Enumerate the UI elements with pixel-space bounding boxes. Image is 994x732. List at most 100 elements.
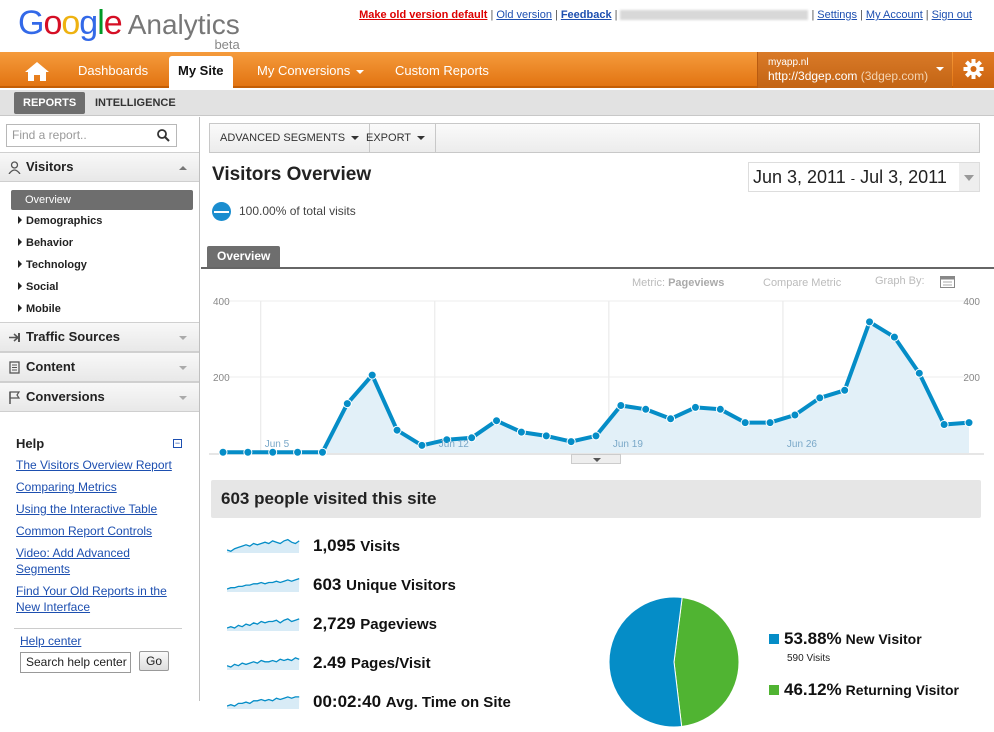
compare-metric[interactable]: Compare Metric [763,277,842,289]
nav-custom-reports[interactable]: Custom Reports [395,63,489,78]
sidebar-section-content[interactable]: Content [0,352,199,382]
data-point[interactable] [914,368,924,378]
stat-value: 2.49 Pages/Visit [313,653,431,673]
data-point[interactable] [666,414,676,424]
feedback-link[interactable]: Feedback [560,9,612,21]
separator: | [811,9,815,21]
settings-gear-button[interactable] [953,52,994,88]
visitor-type-pie [608,596,740,728]
google-analytics-logo[interactable]: Google Analytics beta [18,4,240,52]
data-point[interactable] [392,425,402,435]
make-old-default-link[interactable]: Make old version default [359,9,488,21]
data-point[interactable] [293,447,303,457]
nav-my-site[interactable]: My Site [169,56,233,90]
stat-number: 2,729 [313,614,356,633]
data-point[interactable] [243,447,253,457]
data-point[interactable] [218,447,228,457]
sidebar-item-demographics[interactable]: Demographics [18,215,102,227]
data-point[interactable] [790,410,800,420]
sidebar-section-conversions[interactable]: Conversions [0,382,199,412]
data-point[interactable] [740,418,750,428]
sidebar-section-visitors[interactable]: Visitors [0,152,199,182]
help-link[interactable]: Using the Interactive Table [16,502,158,516]
find-report-input[interactable]: Find a report.. [6,124,177,147]
help-link[interactable]: Video: Add Advanced Segments [16,546,130,576]
y-tick-label: 400 [213,297,230,308]
settings-link[interactable]: Settings [817,9,858,21]
help-center-link[interactable]: Help center [20,634,82,648]
metric-selector[interactable]: Metric: Pageviews [632,277,724,289]
logo-letter: o [43,4,62,42]
logo-google: Google [18,4,123,42]
help-go-button[interactable]: Go [139,651,169,671]
sign-out-link[interactable]: Sign out [931,9,972,21]
main-content: ADVANCED SEGMENTS EXPORT Visitors Overvi… [201,117,994,728]
sidebar-item-behavior[interactable]: Behavior [18,237,73,249]
data-point[interactable] [964,418,974,428]
data-point[interactable] [715,404,725,414]
help-link[interactable]: Find Your Old Reports in the New Interfa… [16,584,167,614]
data-point[interactable] [566,437,576,447]
account-selector[interactable]: myapp.nl http://3dgep.com (3dgep.com) [757,52,952,88]
help-link[interactable]: Comparing Metrics [16,480,117,494]
data-point[interactable] [367,370,377,380]
search-icon[interactable] [157,129,170,142]
nav-dashboards[interactable]: Dashboards [78,63,149,78]
collapse-icon[interactable]: − [173,438,182,448]
data-point[interactable] [417,440,427,450]
data-point[interactable] [641,404,651,414]
nav-my-conversions[interactable]: My Conversions [257,52,365,88]
sidebar-item-technology[interactable]: Technology [18,259,87,271]
chart-collapse-handle[interactable] [571,454,621,464]
sidebar-item-mobile[interactable]: Mobile [18,303,61,315]
sidebar-item-overview[interactable]: Overview [11,190,193,210]
data-point[interactable] [815,393,825,403]
data-point[interactable] [492,416,502,426]
graph-by-label: Graph By: [875,275,925,287]
data-point[interactable] [317,447,327,457]
separator: | [925,9,929,21]
stat-label: Visits [360,538,401,555]
legend-swatch [769,634,779,644]
data-point[interactable] [541,431,551,441]
sidebar-section-label: Conversions [26,389,105,404]
my-account-link[interactable]: My Account [865,9,923,21]
data-point[interactable] [939,420,949,429]
x-tick-label: Jun 19 [613,439,643,450]
page-title: Visitors Overview [212,164,372,185]
sidebar-section-traffic-sources[interactable]: Traffic Sources [0,322,199,352]
home-icon[interactable] [22,60,52,82]
export-button[interactable]: EXPORT [356,124,437,152]
data-point[interactable] [467,433,477,443]
data-point[interactable] [616,401,626,410]
tab-reports[interactable]: REPORTS [14,92,86,114]
data-point[interactable] [516,427,526,437]
data-point[interactable] [268,447,278,457]
graph-by-day-icon[interactable] [940,276,955,288]
data-point[interactable] [765,418,775,428]
data-point[interactable] [442,435,452,445]
pie-slice[interactable] [608,596,683,728]
advanced-segments-button[interactable]: ADVANCED SEGMENTS [210,124,371,152]
chevron-down-icon [936,67,944,71]
data-point[interactable] [591,431,601,441]
segment-pie-icon-bar [214,211,229,213]
help-search-input[interactable]: Search help center [20,652,131,673]
data-point[interactable] [865,317,875,327]
date-range-picker[interactable]: Jun 3, 2011 - Jul 3, 2011 [748,162,980,192]
pie-slice[interactable] [673,596,740,728]
help-link[interactable]: Common Report Controls [16,524,153,538]
data-point[interactable] [342,399,352,409]
top-bar: Google Analytics beta Make old version de… [0,0,994,52]
tab-intelligence[interactable]: INTELLIGENCE [95,97,176,109]
tab-overview[interactable]: Overview [207,246,281,267]
help-link[interactable]: The Visitors Overview Report [16,458,172,472]
data-point[interactable] [840,385,850,395]
logo-letter: g [79,4,98,42]
sidebar-item-social[interactable]: Social [18,281,58,293]
data-point[interactable] [889,332,899,342]
data-point[interactable] [690,402,700,412]
logo-letter: o [61,4,80,42]
chevron-down-icon[interactable] [959,163,979,191]
old-version-link[interactable]: Old version [496,9,552,21]
